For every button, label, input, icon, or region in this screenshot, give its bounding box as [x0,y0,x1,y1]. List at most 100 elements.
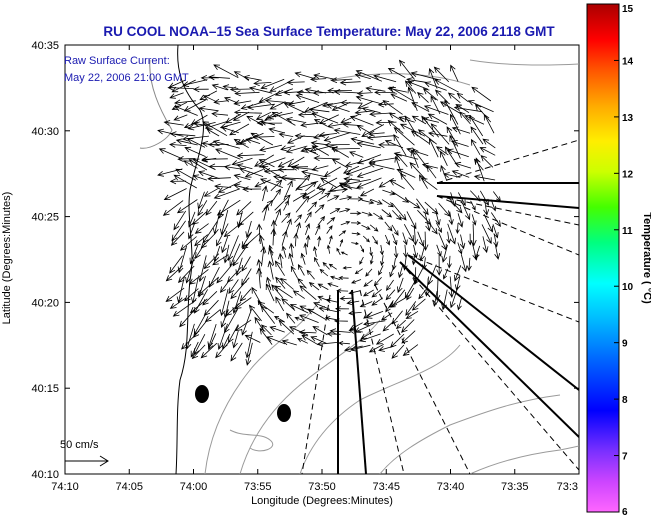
current-vector [175,138,198,146]
current-vector [356,154,382,165]
current-vector [261,165,283,179]
current-vector [313,302,331,310]
current-vector [244,169,264,178]
current-vector [414,264,426,285]
current-vector [464,115,485,125]
current-vector [188,269,209,285]
current-vector [268,127,286,134]
current-vector [443,268,449,280]
current-vector [173,210,187,231]
current-vector [311,112,339,124]
current-vector [392,233,398,246]
current-vector [315,224,321,235]
current-vector [198,170,220,179]
current-vector [239,167,264,177]
current-vector [189,298,208,314]
current-vector [362,320,386,327]
current-vector [329,328,351,335]
current-vector [446,126,459,147]
current-vector [232,330,239,349]
current-vector [305,223,311,236]
current-vector [479,147,496,156]
current-vector [188,211,196,228]
current-vector [369,255,374,265]
current-vector [259,327,273,345]
current-vector [182,79,208,88]
current-vector [267,112,294,120]
current-vector [236,201,252,216]
current-vector [384,234,390,246]
current-vector [474,245,481,260]
current-vector [184,288,199,302]
current-vector [170,231,185,246]
current-vector [357,101,373,109]
current-vector [313,245,318,257]
current-vector [470,223,477,247]
current-vector [201,156,228,163]
current-vector [277,166,295,173]
current-vector [483,113,495,134]
current-vector [317,215,326,226]
current-vector [303,148,319,155]
current-vector [412,244,418,259]
current-vector [301,334,319,346]
current-vector [207,175,231,182]
current-vector [457,297,462,311]
current-vector [313,155,341,162]
current-vector [467,100,494,113]
current-vector [333,318,348,324]
current-vector [338,341,350,346]
current-vector [369,247,373,257]
current-vector [312,326,328,336]
current-vector [455,223,460,235]
current-vector [492,224,499,239]
current-vector [405,301,417,316]
chart-title: RU COOL NOAA–15 Sea Surface Temperature:… [103,24,555,39]
current-vector [241,231,253,249]
current-vector [162,200,184,216]
current-vector [356,125,371,134]
current-vector [451,170,470,178]
current-vector [299,285,317,301]
current-vector [192,210,208,225]
current-vector [330,77,353,84]
current-vector [402,232,408,246]
current-vector [212,254,229,266]
colorbar: 15 14 13 12 11 10 9 8 7 6 Temperature ( °C) [586,3,651,518]
current-vector [297,263,305,276]
current-vector [230,277,250,300]
current-vector [277,158,294,168]
current-vector [360,245,364,253]
current-vector [261,324,272,336]
current-vector [373,74,397,83]
current-vector [274,285,293,299]
current-vector [214,183,232,190]
current-vector [219,278,232,294]
current-vector [421,162,438,169]
current-vector [220,126,239,134]
current-vector [459,111,471,125]
current-vector [470,126,484,145]
current-vector [175,168,196,181]
current-vector [374,89,396,96]
current-vector [314,204,325,214]
current-vector [197,276,219,297]
current-vector [169,255,183,274]
x-tick-label: 74:00 [180,481,208,493]
current-vector [380,312,393,321]
current-vector [356,167,384,178]
current-vector [241,232,261,250]
current-vector [239,288,252,302]
current-vector [447,92,461,104]
current-vector [261,185,268,202]
current-vector [391,344,405,359]
current-vector [406,287,415,301]
current-vector [165,287,185,302]
current-vector [326,103,350,112]
current-vector [390,93,408,102]
current-vector [269,325,285,333]
current-vector [419,246,425,262]
current-vector [440,150,448,166]
current-vector [494,244,501,260]
current-vector [359,301,373,308]
